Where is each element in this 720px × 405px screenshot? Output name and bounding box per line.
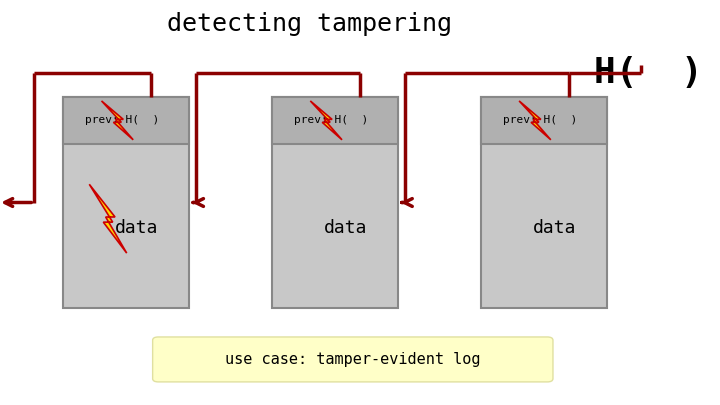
Polygon shape bbox=[519, 101, 551, 140]
Text: data: data bbox=[324, 219, 367, 237]
Text: prev: H(  ): prev: H( ) bbox=[85, 115, 160, 126]
Text: detecting tampering: detecting tampering bbox=[167, 12, 452, 36]
FancyBboxPatch shape bbox=[153, 337, 553, 382]
Text: prev: H(  ): prev: H( ) bbox=[503, 115, 577, 126]
Text: data: data bbox=[115, 219, 158, 237]
Bar bbox=[63, 97, 189, 308]
Text: prev: H(  ): prev: H( ) bbox=[294, 115, 369, 126]
Polygon shape bbox=[89, 184, 127, 253]
Polygon shape bbox=[102, 101, 133, 140]
Text: data: data bbox=[533, 219, 576, 237]
Bar bbox=[272, 97, 397, 143]
Text: use case: tamper-evident log: use case: tamper-evident log bbox=[225, 352, 480, 367]
Bar bbox=[481, 97, 606, 308]
Bar bbox=[63, 97, 189, 143]
Bar bbox=[272, 97, 397, 308]
Polygon shape bbox=[310, 101, 342, 140]
Bar bbox=[481, 97, 606, 143]
Text: H(  ): H( ) bbox=[593, 56, 703, 90]
